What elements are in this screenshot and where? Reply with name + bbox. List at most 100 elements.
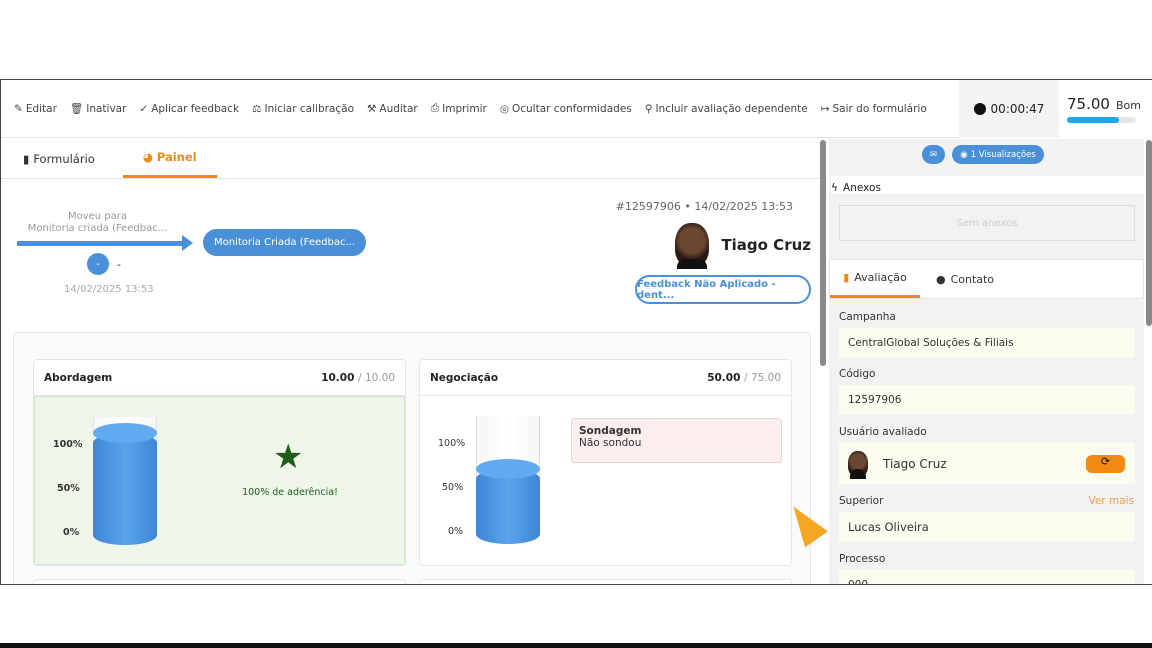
sidebar-tabs: ▮ Avaliação ● Contato	[829, 259, 1144, 299]
superior-label: Superior	[839, 495, 884, 507]
person-name: Tiago Cruz	[721, 236, 811, 254]
moved-label: Moveu para	[67, 211, 128, 222]
toolbar-label: Auditar	[379, 102, 418, 115]
card-title: Abordagem	[44, 371, 113, 384]
campanha-field: CentralGlobal Soluções & Filiais	[839, 328, 1135, 357]
moved-to: Monitoria criada (Feedbac...	[27, 223, 168, 234]
attachments-box: Sem anexos	[839, 205, 1135, 241]
cylinder-fill	[476, 469, 540, 544]
adherence-message: 100% de aderência!	[242, 487, 338, 498]
toolbar-label: Aplicar feedback	[151, 102, 240, 115]
refresh-button[interactable]: ⟳	[1086, 455, 1125, 473]
card-max: / 10.00	[358, 371, 395, 384]
nc-text: Não sondou	[579, 437, 642, 449]
print-icon: ⎙	[430, 102, 440, 114]
card-abordagem: Abordagem 10.00 / 10.00 100% 50% 0% ★ 100…	[33, 359, 406, 566]
tick-50: 50%	[57, 483, 80, 494]
toolbar-auditar-button[interactable]: ⚒ Auditar	[367, 103, 418, 115]
card-max: / 75.00	[744, 371, 781, 384]
card-score: 10.00	[321, 371, 355, 384]
processo-label: Processo	[839, 553, 886, 565]
tab-bar: ▮ Formulário ◕ Painel	[1, 139, 819, 179]
comment-icon: ●	[935, 272, 946, 286]
score-label: Bom	[1115, 99, 1141, 112]
app-window: ✎ Editar 🗑 Inativar ✓ Aplicar feedback ⚖ Inicia…	[0, 79, 1152, 585]
tab-label: Painel	[156, 150, 197, 164]
main-scrollbar[interactable]	[820, 140, 826, 366]
tab-painel[interactable]: ◕ Painel	[122, 139, 217, 178]
views-label: 1 Visualizações	[970, 149, 1036, 160]
cylinder-fill	[93, 433, 157, 545]
paperclip-icon: ⚲	[644, 102, 653, 115]
toolbar-aplicar-feedback-button[interactable]: ✓ Aplicar feedback	[139, 103, 239, 115]
ver-mais-link[interactable]: Ver mais	[1088, 495, 1134, 507]
user-avatar: -	[87, 253, 109, 275]
toolbar-imprimir-button[interactable]: ⎙ Imprimir	[431, 102, 487, 115]
adherence-cylinder	[476, 416, 540, 544]
card-next	[419, 579, 792, 584]
stage-pill[interactable]: Monitoria Criada (Feedbac...	[203, 229, 366, 256]
evaluated-person: Tiago Cruz	[675, 223, 811, 269]
flow-date: 14/02/2025 13:53	[64, 284, 154, 295]
flow-user: --	[87, 253, 121, 275]
processo-field: 000	[839, 570, 1135, 584]
card-title: Negociação	[430, 371, 499, 384]
main-pane: ▮ Formulário ◕ Painel Moveu para Monitoria…	[1, 139, 819, 584]
usuario-field: Tiago Cruz ⟳	[839, 443, 1135, 484]
toolbar-ocultar-conformidades-button[interactable]: ◎ Ocultar conformidades	[500, 103, 632, 115]
clock-icon	[973, 103, 986, 115]
flow-history: Moveu para Monitoria criada (Feedbac...	[15, 211, 180, 235]
bottom-bar	[0, 643, 1152, 648]
bolt-icon: ϟ	[831, 182, 838, 194]
pie-chart-icon: ◕	[142, 150, 153, 164]
star-icon: ★	[273, 437, 304, 477]
edit-icon: ✎	[14, 102, 23, 115]
toolbar-sair-do-formul-rio-button[interactable]: ↦ Sair do formulário	[821, 103, 927, 115]
attachments-title: Anexos	[843, 182, 881, 194]
score-box: 75.00 Bom	[1059, 80, 1152, 138]
panel-cards: Abordagem 10.00 / 10.00 100% 50% 0% ★ 100…	[13, 332, 811, 584]
toolbar-iniciar-calibra-o-button[interactable]: ⚖ Iniciar calibração	[252, 103, 354, 115]
avatar	[848, 450, 868, 479]
flow-arrow	[17, 241, 185, 246]
codigo-label: Código	[839, 368, 876, 380]
tick-0: 0%	[63, 527, 80, 538]
check-icon: ✓	[139, 102, 149, 115]
evaluation-id-date: #12597906 • 14/02/2025 13:53	[615, 200, 793, 213]
card-negociacao: Negociação 50.00 / 75.00 100% 50% 0% Sond…	[419, 359, 792, 566]
toolbar-label: Iniciar calibração	[264, 102, 354, 115]
tab-formulario[interactable]: ▮ Formulário	[15, 139, 103, 178]
toolbar-label: Sair do formulário	[832, 102, 927, 115]
email-button[interactable]: ✉	[922, 145, 945, 164]
arrow-head	[182, 235, 193, 251]
sidebar-scrollbar[interactable]	[1146, 140, 1152, 326]
toolbar-label: Imprimir	[442, 102, 487, 115]
trash-icon: 🗑	[69, 103, 84, 115]
tick-100: 100%	[438, 438, 466, 449]
timer: 00:00:47	[959, 80, 1059, 138]
tab-contato[interactable]: ● Contato	[920, 260, 1010, 298]
tick-50: 50%	[442, 482, 464, 493]
codigo-field: 12597906	[839, 385, 1135, 414]
avatar	[675, 223, 710, 269]
gavel-icon: ⚒	[367, 102, 377, 115]
superior-field: Lucas Oliveira	[839, 512, 1135, 541]
toolbar-label: Incluir avaliação dependente	[655, 102, 808, 115]
eye-slash-icon: ◎	[499, 102, 509, 115]
toolbar-label: Editar	[25, 102, 57, 115]
toolbar: ✎ Editar 🗑 Inativar ✓ Aplicar feedback ⚖ Inicia…	[1, 80, 959, 138]
adherence-cylinder	[93, 417, 157, 545]
tab-avaliacao[interactable]: ▮ Avaliação	[830, 260, 920, 298]
toolbar-label: Ocultar conformidades	[511, 102, 632, 115]
views-button[interactable]: ◉ 1 Visualizações	[952, 145, 1044, 164]
toolbar-editar-button[interactable]: ✎ Editar	[14, 103, 57, 115]
card-next	[33, 579, 406, 584]
eye-icon: ◉	[960, 149, 968, 160]
scale-icon: ⚖	[252, 102, 262, 115]
tick-100: 100%	[53, 439, 83, 450]
toolbar-incluir-avalia-o-dependente-button[interactable]: ⚲ Incluir avaliação dependente	[645, 103, 808, 115]
tab-label: Avaliação	[854, 271, 907, 284]
feedback-status-button[interactable]: Feedback Não Aplicado - dent...	[635, 275, 811, 304]
score-value: 75.00	[1067, 95, 1110, 113]
toolbar-inativar-button[interactable]: 🗑 Inativar	[69, 102, 127, 116]
